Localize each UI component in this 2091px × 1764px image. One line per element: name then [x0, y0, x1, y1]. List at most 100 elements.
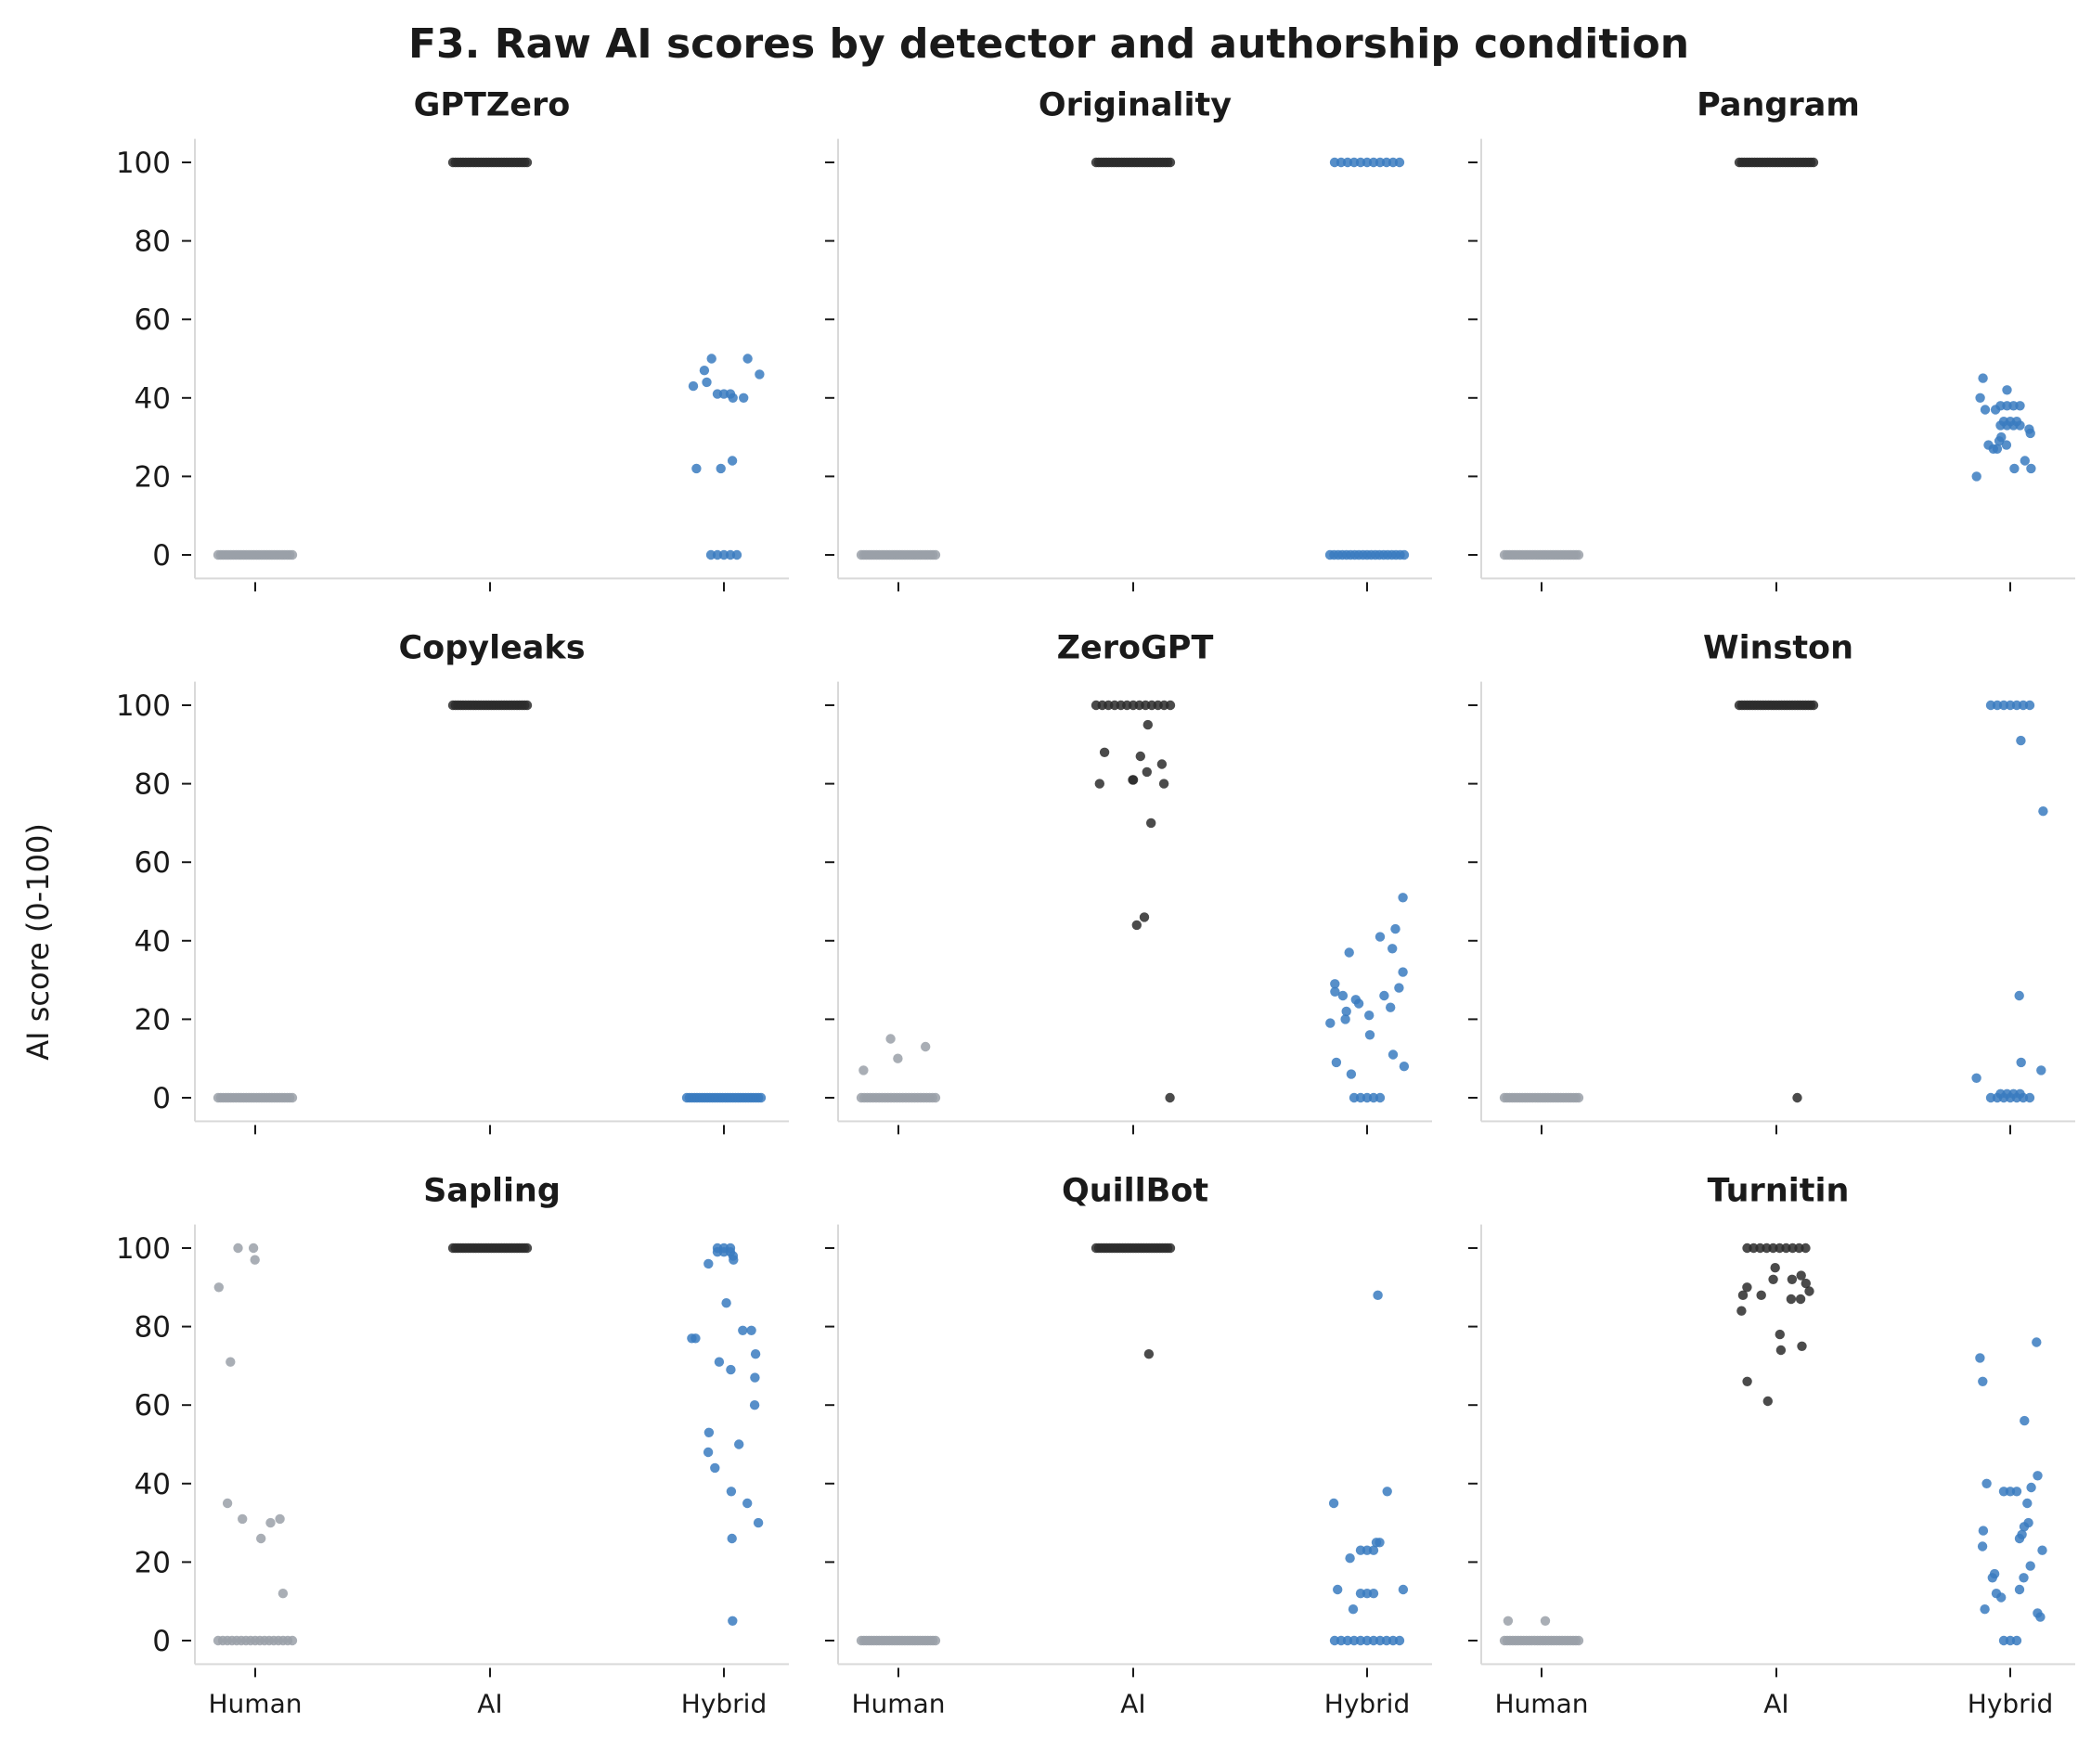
series-human: [213, 1092, 298, 1103]
data-point: [1978, 373, 1988, 383]
data-point: [1371, 1538, 1382, 1548]
data-point: [1330, 986, 1340, 998]
data-point: [1143, 1349, 1155, 1359]
data-point: [1808, 700, 1819, 711]
series-hybrid: [1324, 157, 1410, 560]
series-ai: [447, 700, 533, 711]
y-tick-label: 40: [135, 382, 171, 416]
data-point: [755, 1092, 767, 1103]
data-point: [2020, 1415, 2030, 1426]
data-point: [1808, 157, 1819, 168]
data-point: [1128, 775, 1139, 785]
data-point: [749, 1400, 760, 1410]
y-tick-label: 80: [135, 225, 171, 259]
data-point: [1165, 700, 1176, 711]
data-point: [278, 1589, 289, 1599]
data-point: [2001, 440, 2012, 450]
panel-originality: Originality: [825, 87, 1432, 592]
series-hybrid: [1325, 893, 1410, 1103]
data-point: [1394, 983, 1404, 993]
series-human: [1499, 549, 1584, 560]
data-point: [213, 1282, 224, 1293]
y-tick-label: 20: [135, 1003, 171, 1037]
data-point: [1340, 1014, 1350, 1024]
data-point: [1971, 471, 1981, 482]
data-point: [2011, 1635, 2022, 1646]
series-ai: [1734, 157, 1819, 168]
data-point: [1346, 1069, 1357, 1079]
series-ai: [1091, 157, 1176, 168]
data-point: [2025, 428, 2035, 439]
data-point: [1364, 1030, 1375, 1040]
data-point: [2002, 385, 2012, 395]
data-point: [2014, 990, 2024, 1001]
data-point: [921, 1041, 931, 1052]
data-point: [1394, 1635, 1405, 1646]
data-point: [1980, 1604, 1990, 1615]
panel-sapling: Sapling 0 20 40 60 80 100 Human AI Hybrid: [116, 1173, 789, 1719]
y-tick-label: 100: [116, 689, 171, 723]
data-point: [1165, 1243, 1176, 1254]
data-point: [1135, 751, 1146, 762]
data-point: [1737, 1290, 1749, 1301]
panel-title: Sapling: [423, 1173, 561, 1210]
data-point: [750, 1349, 761, 1359]
x-tick-label-hybrid: Hybrid: [1968, 1688, 2053, 1719]
data-point: [1158, 779, 1169, 789]
data-point: [1094, 779, 1105, 789]
series-hybrid: [1971, 700, 2048, 1103]
data-point: [522, 700, 533, 711]
data-point: [1386, 1002, 1396, 1012]
data-point: [1375, 932, 1386, 942]
data-point: [734, 1439, 744, 1449]
data-point: [1368, 1589, 1379, 1599]
data-point: [691, 463, 702, 474]
data-point: [1971, 1073, 1981, 1084]
data-point: [1330, 979, 1340, 989]
data-point: [1540, 1616, 1551, 1627]
y-tick-label: 20: [135, 460, 171, 494]
data-point: [222, 1498, 233, 1509]
x-tick-label-ai: AI: [1763, 1688, 1788, 1719]
data-point: [2036, 1065, 2046, 1075]
series-human: [1499, 1092, 1584, 1103]
data-point: [1787, 1274, 1798, 1285]
data-point: [727, 1533, 737, 1544]
data-point: [226, 1357, 236, 1367]
data-point: [1333, 1584, 1343, 1595]
data-point: [1373, 1290, 1383, 1301]
data-point: [1345, 1553, 1355, 1564]
data-point: [885, 1034, 896, 1044]
data-point: [1394, 157, 1405, 168]
panel-title: GPTZero: [414, 87, 571, 124]
data-point: [1344, 947, 1354, 958]
data-point: [2019, 1573, 2029, 1583]
panel-quillbot: QuillBot Human AI Hybrid: [825, 1173, 1432, 1719]
data-point: [2024, 1092, 2035, 1103]
data-point: [1399, 549, 1410, 560]
data-point: [2014, 1533, 2025, 1544]
data-point: [699, 366, 710, 376]
data-point: [2025, 1561, 2035, 1571]
series-hybrid: [1971, 373, 2036, 482]
data-point: [1988, 444, 1998, 454]
series-ai: [1736, 1243, 1814, 1407]
y-tick-label: 0: [152, 1082, 171, 1115]
data-point: [858, 1065, 869, 1075]
y-tick-label: 80: [135, 768, 171, 802]
data-point: [1975, 1353, 1985, 1363]
data-point: [1388, 944, 1398, 954]
x-tick-label-ai: AI: [477, 1688, 502, 1719]
data-point: [753, 1517, 764, 1528]
data-point: [893, 1053, 903, 1063]
data-point: [1131, 920, 1142, 931]
data-point: [1375, 1092, 1386, 1103]
data-point: [1099, 747, 1110, 757]
y-tick-label: 40: [135, 925, 171, 959]
data-point: [248, 1243, 259, 1254]
series-hybrid: [1975, 1337, 2047, 1646]
data-point: [2024, 700, 2035, 711]
data-point: [2037, 1545, 2047, 1555]
data-point: [746, 1325, 756, 1336]
